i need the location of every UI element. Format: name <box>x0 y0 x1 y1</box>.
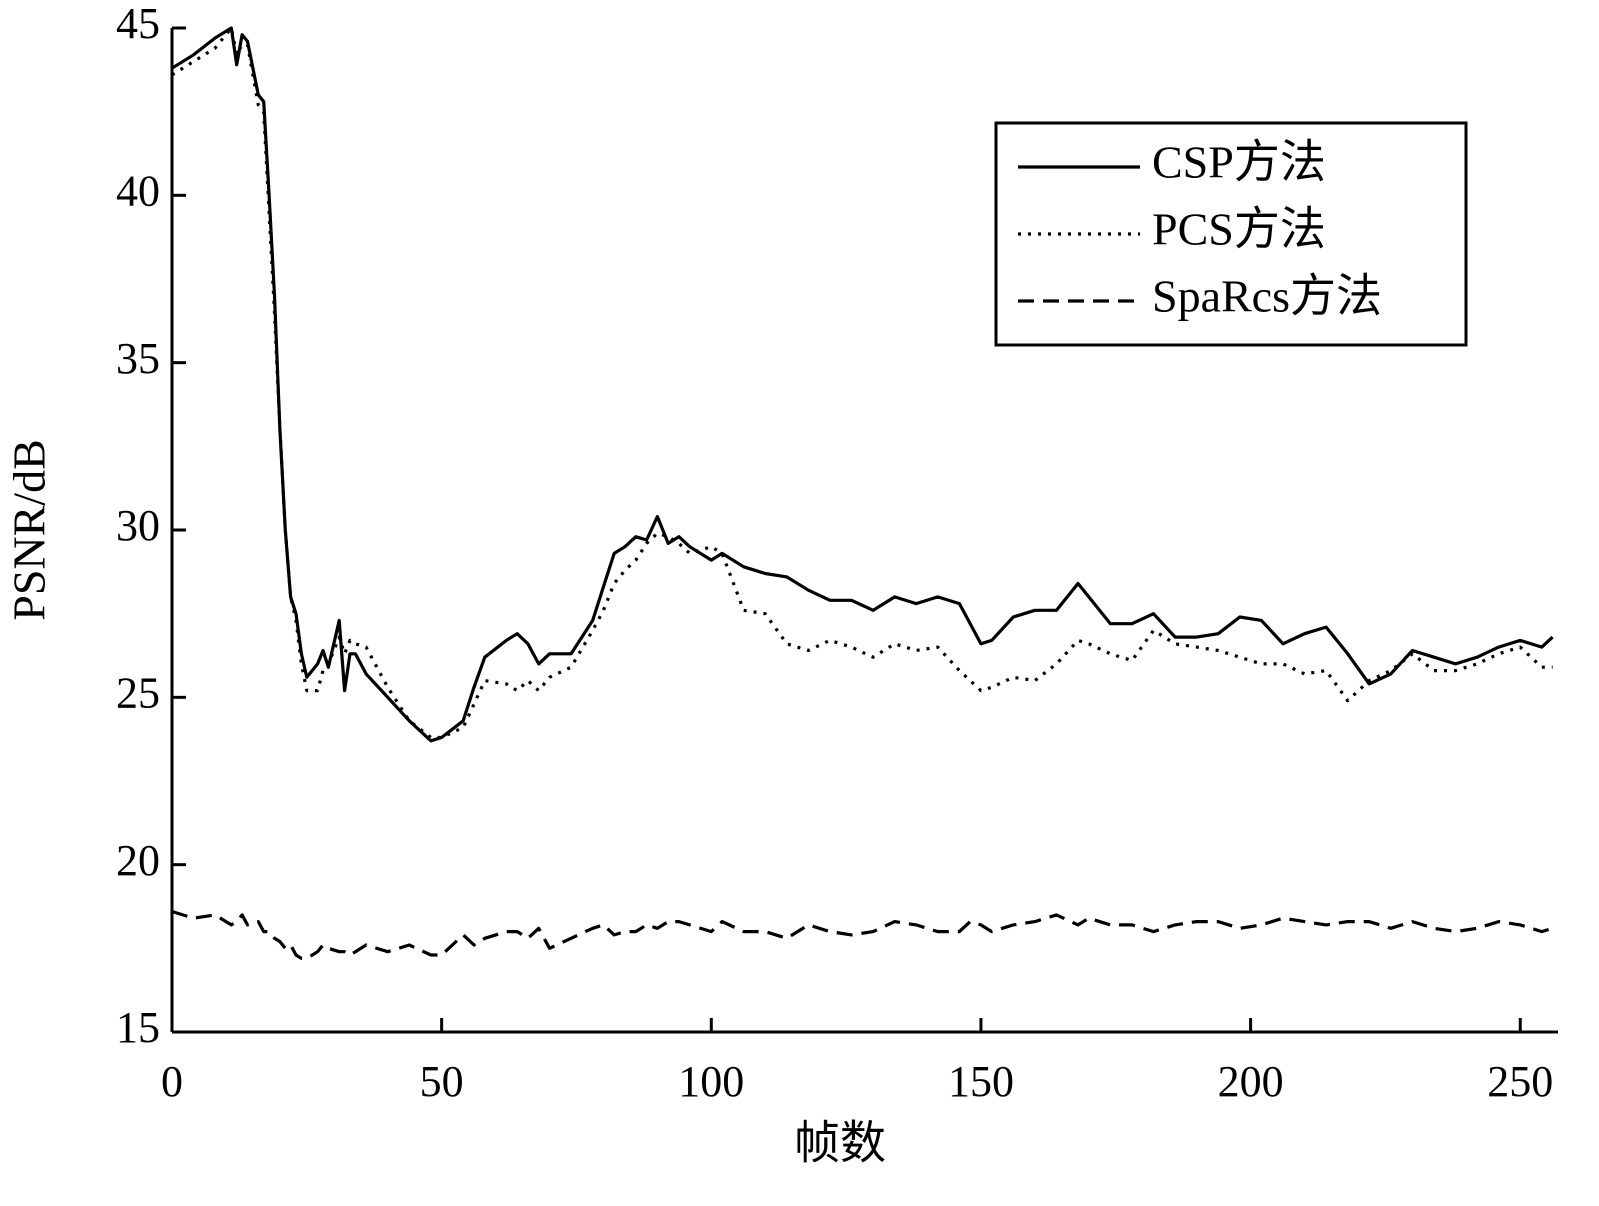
y-tick-label: 25 <box>116 668 160 717</box>
series-line <box>171 909 1554 960</box>
legend-label: SpaRcs方法 <box>1152 271 1382 322</box>
x-axis-title: 帧数 <box>794 1118 886 1169</box>
legend-box <box>994 121 1468 347</box>
y-tick-label: 45 <box>116 0 160 48</box>
y-tick-label: 20 <box>116 836 160 885</box>
x-tick-label: 50 <box>420 1057 464 1106</box>
y-tick-label: 35 <box>116 334 160 383</box>
x-tick-label: 150 <box>948 1057 1014 1106</box>
legend-label: PCS方法 <box>1152 204 1326 255</box>
y-axis-title: PSNR/dB <box>4 439 55 621</box>
series-line <box>171 26 1554 743</box>
y-tick-label: 30 <box>116 501 160 550</box>
x-tick-label: 250 <box>1487 1057 1553 1106</box>
y-tick-label: 15 <box>116 1003 160 1052</box>
x-tick-label: 100 <box>678 1057 744 1106</box>
x-tick-label: 200 <box>1218 1057 1284 1106</box>
y-tick-label: 40 <box>116 166 160 215</box>
legend-label: CSP方法 <box>1152 137 1326 188</box>
x-tick-label: 0 <box>161 1057 183 1106</box>
